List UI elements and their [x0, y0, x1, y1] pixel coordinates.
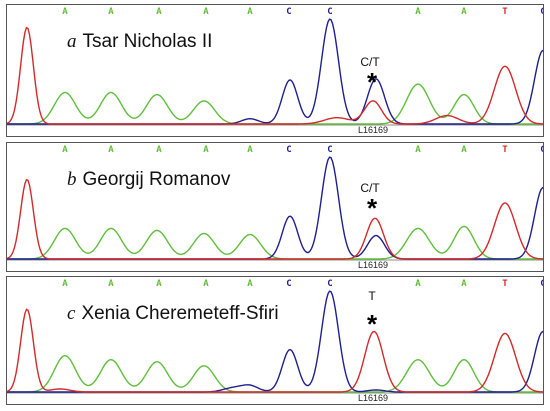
- base-call-letter: A: [247, 279, 253, 289]
- panel-letter: c: [67, 303, 76, 324]
- base-call-letter: C: [286, 279, 292, 289]
- position-label: L16169: [357, 393, 389, 403]
- panel-title-c: c Xenia Cheremeteff-Sfiri: [67, 303, 279, 325]
- base-call-letter: C: [540, 7, 543, 17]
- base-call-letter: C: [286, 7, 292, 17]
- base-call-letter: A: [108, 145, 114, 155]
- base-call-letter: C: [327, 7, 333, 17]
- panel-name: Georgij Romanov: [82, 169, 231, 190]
- base-call-label: T: [368, 289, 376, 303]
- position-label: L16169: [357, 260, 389, 270]
- chromatogram-panel-b: b Georgij Romanov C/T * L16169 A A A A A C C A A T…: [6, 142, 544, 272]
- base-call-letter: T: [502, 145, 508, 155]
- base-call-letter: A: [62, 7, 68, 17]
- trace-A: [7, 225, 543, 260]
- trace-T: [7, 178, 543, 260]
- base-call-letter: A: [108, 7, 114, 17]
- panel-name: Tsar Nicholas II: [82, 31, 213, 52]
- base-call-letter: A: [108, 279, 114, 289]
- panel-letter: b: [67, 169, 77, 190]
- base-call-letter: C: [327, 145, 333, 155]
- variant-star: *: [366, 193, 378, 223]
- variant-star: *: [366, 309, 378, 339]
- panel-name: Xenia Cheremeteff-Sfiri: [81, 303, 279, 324]
- base-call-letter: T: [502, 279, 508, 289]
- base-call-letter: A: [62, 145, 68, 155]
- base-call-letter: C: [540, 279, 543, 289]
- trace-plot-c: [7, 290, 543, 394]
- panel-title-a: a Tsar Nicholas II: [67, 31, 212, 53]
- base-call-letter: C: [286, 145, 292, 155]
- base-call-letter: A: [461, 279, 467, 289]
- trace-plot-a: [7, 18, 543, 126]
- panel-title-b: b Georgij Romanov: [67, 169, 230, 191]
- base-call-letter: A: [203, 279, 209, 289]
- base-call-letter: A: [415, 7, 421, 17]
- trace-T: [7, 26, 543, 125]
- base-call-letter: A: [415, 145, 421, 155]
- base-call-letter: A: [461, 145, 467, 155]
- chromatogram-panel-a: a Tsar Nicholas II C/T * L16169 A A A A A C C A A…: [6, 4, 544, 137]
- base-call-letter: A: [156, 279, 162, 289]
- trace-T: [7, 308, 543, 393]
- variant-star: *: [366, 67, 378, 97]
- trace-A: [7, 83, 543, 125]
- base-call-letter: A: [156, 145, 162, 155]
- base-call-letter: A: [156, 7, 162, 17]
- base-call-label: C/T: [360, 181, 380, 195]
- base-call-letter: A: [461, 7, 467, 17]
- trace-A: [7, 354, 543, 393]
- base-call-letter: A: [415, 279, 421, 289]
- base-call-letter: A: [203, 7, 209, 17]
- base-call-letter: A: [62, 279, 68, 289]
- base-call-label: C/T: [360, 55, 380, 69]
- base-call-letter: A: [247, 7, 253, 17]
- base-call-letter: C: [540, 145, 543, 155]
- chromatogram-panel-c: c Xenia Cheremeteff-Sfiri T * L16169 A A A A…: [6, 276, 544, 405]
- panel-letter: a: [67, 31, 77, 52]
- base-call-letter: C: [327, 279, 333, 289]
- trace-plot-b: [7, 156, 543, 261]
- position-label: L16169: [357, 125, 389, 135]
- base-call-letter: A: [247, 145, 253, 155]
- base-call-letter: A: [203, 145, 209, 155]
- base-call-letter: T: [502, 7, 508, 17]
